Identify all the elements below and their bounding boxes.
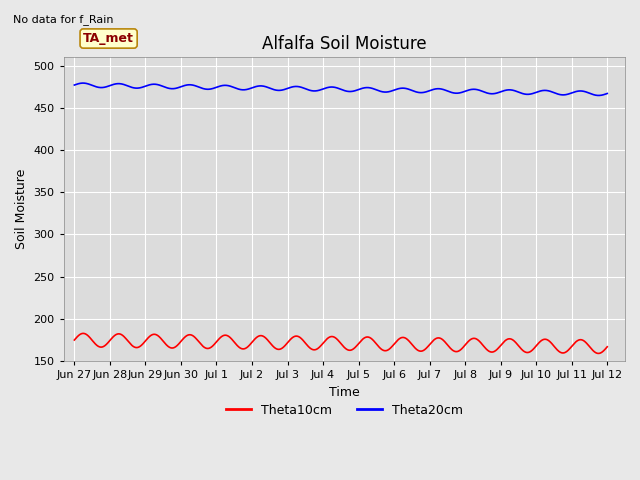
Y-axis label: Soil Moisture: Soil Moisture [15, 169, 28, 249]
X-axis label: Time: Time [329, 386, 360, 399]
Text: TA_met: TA_met [83, 32, 134, 45]
Title: Alfalfa Soil Moisture: Alfalfa Soil Moisture [262, 35, 427, 53]
Text: No data for f_Rain: No data for f_Rain [13, 14, 113, 25]
Legend: Theta10cm, Theta20cm: Theta10cm, Theta20cm [221, 399, 468, 422]
